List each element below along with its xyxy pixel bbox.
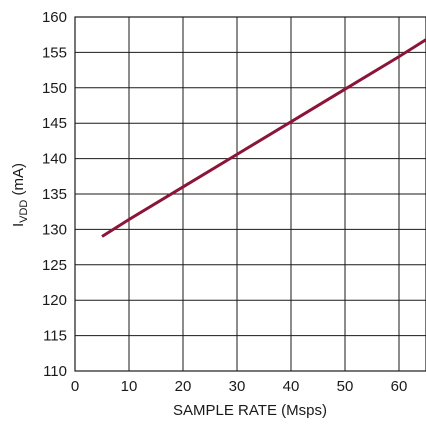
y-tick-label: 155 bbox=[42, 44, 67, 61]
y-tick-label: 160 bbox=[42, 9, 67, 26]
plot-frame bbox=[74, 16, 426, 372]
x-tick-label: 60 bbox=[391, 378, 408, 395]
y-axis-label: IVDD (mA) bbox=[10, 163, 30, 227]
y-tick-label: 145 bbox=[42, 115, 67, 132]
x-axis-label: SAMPLE RATE (Msps) bbox=[173, 402, 327, 419]
x-tick-label: 10 bbox=[121, 378, 138, 395]
x-tick-label: 30 bbox=[229, 378, 246, 395]
x-tick-label: 50 bbox=[337, 378, 354, 395]
y-tick-label: 125 bbox=[42, 257, 67, 274]
series-line-0 bbox=[101, 38, 426, 238]
y-tick-label: 120 bbox=[42, 292, 67, 309]
y-tick-label: 130 bbox=[42, 221, 67, 238]
series-group bbox=[101, 38, 426, 238]
x-axis-ticks: 0 10 20 30 40 50 60 bbox=[71, 378, 408, 395]
y-axis-ticks: 110 115 120 125 130 135 140 145 150 155 160 bbox=[42, 9, 67, 380]
y-axis-label-main: I bbox=[10, 223, 27, 227]
y-tick-label: 150 bbox=[42, 80, 67, 97]
y-axis-label-unit: (mA) bbox=[10, 163, 27, 200]
x-tick-label: 0 bbox=[71, 378, 79, 395]
y-tick-label: 140 bbox=[42, 151, 67, 168]
y-tick-label: 115 bbox=[43, 328, 67, 345]
y-axis-label-subscript: VDD bbox=[18, 200, 30, 223]
y-tick-label: 135 bbox=[42, 186, 67, 203]
y-tick-label: 110 bbox=[43, 363, 67, 380]
x-tick-label: 40 bbox=[283, 378, 300, 395]
grid bbox=[75, 17, 426, 371]
x-tick-label: 20 bbox=[175, 378, 192, 395]
